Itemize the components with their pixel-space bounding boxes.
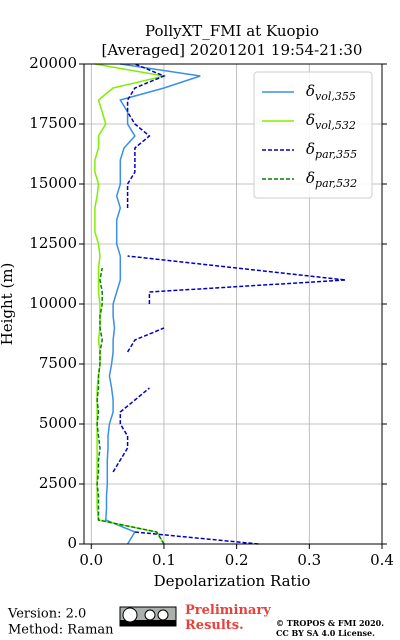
y-tick-label: 7500 — [39, 354, 77, 372]
y-tick-label: 2500 — [39, 474, 77, 492]
legend-label: δvol,355 — [306, 82, 356, 103]
method: Method: Raman — [8, 623, 114, 638]
legend-label: δvol,532 — [306, 111, 356, 132]
profile-line — [96, 267, 165, 545]
chart-title: PollyXT_FMI at Kuopio — [145, 22, 319, 40]
y-tick-label: 20000 — [29, 54, 77, 72]
x-tick-label: 0.0 — [79, 551, 103, 569]
x-tick-label: 0.3 — [297, 551, 321, 569]
profile-line — [105, 63, 201, 545]
plot-frame — [83, 63, 383, 545]
y-tick-label: 10000 — [29, 294, 77, 312]
y-tick-label: 12500 — [29, 234, 77, 252]
profile-line — [94, 63, 165, 545]
y-tick-label: 0 — [67, 534, 77, 552]
chart-subtitle: [Averaged] 20201201 19:54-21:30 — [102, 41, 363, 59]
y-axis-label: Height (m) — [0, 263, 16, 346]
preliminary-note: Preliminary Results. — [185, 603, 271, 633]
legend-box — [253, 71, 373, 199]
profile-line — [112, 63, 346, 545]
cc-logo — [119, 606, 177, 627]
legend-label: δpar,532 — [306, 169, 357, 190]
version: Version: 2.0 — [7, 607, 86, 622]
copyright: © TROPOS & FMI 2020. — [276, 618, 384, 628]
y-tick-label: 17500 — [29, 114, 77, 132]
x-tick-label: 0.2 — [225, 551, 249, 569]
x-tick-label: 0.1 — [152, 551, 176, 569]
license: CC BY SA 4.0 License. — [276, 628, 375, 638]
y-tick-label: 5000 — [39, 414, 77, 432]
x-axis-label: Depolarization Ratio — [154, 572, 311, 590]
legend-label: δpar,355 — [306, 140, 357, 161]
x-tick-label: 0.4 — [370, 551, 394, 569]
y-tick-label: 15000 — [29, 174, 77, 192]
